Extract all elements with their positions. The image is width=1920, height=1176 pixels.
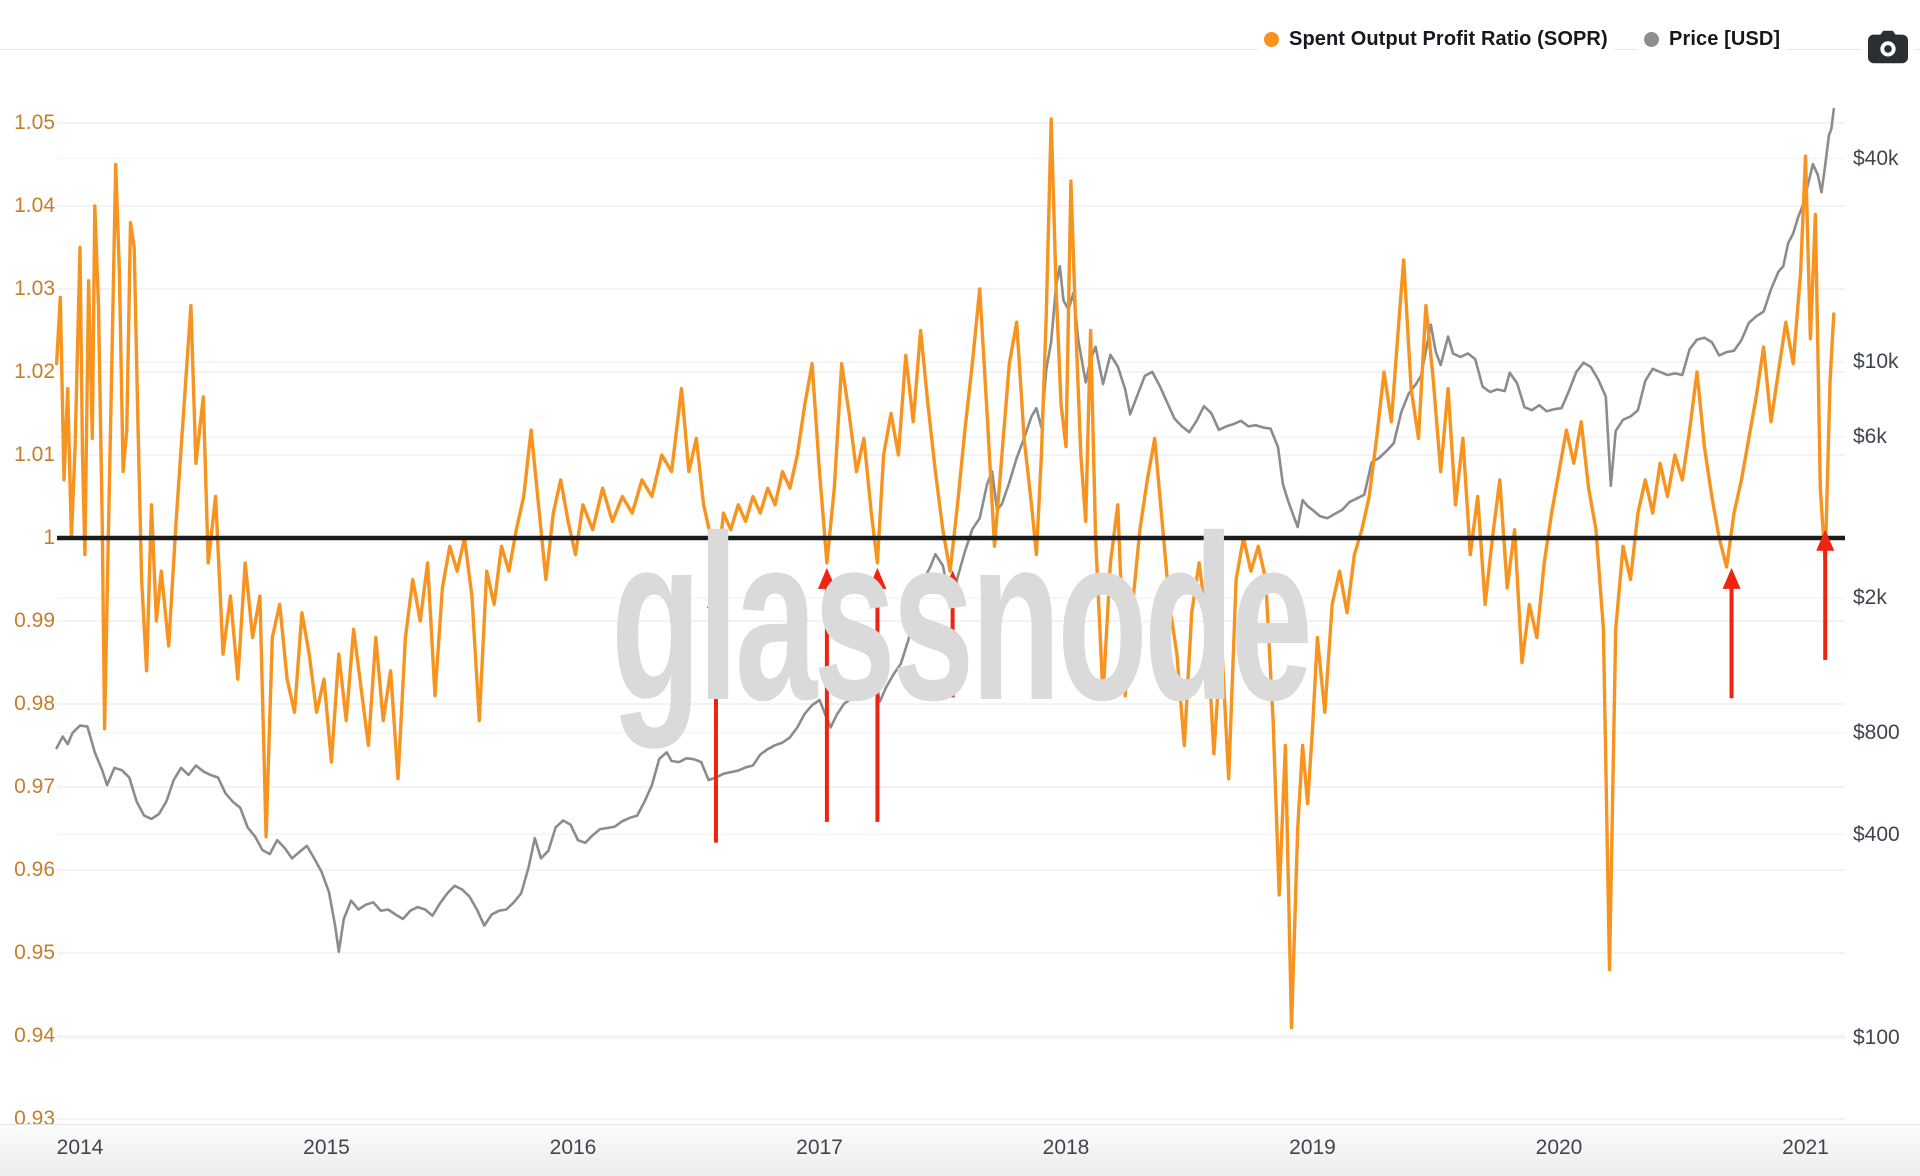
left-axis-tick-label: 1.04	[14, 194, 55, 217]
annotation-arrow	[1722, 567, 1741, 699]
left-axis-tick-label: 1.01	[14, 443, 55, 466]
right-axis-tick-label: $40k	[1853, 146, 1899, 170]
camera-icon	[1868, 30, 1908, 64]
right-axis-tick-label: $400	[1853, 822, 1900, 846]
left-axis-tick-label: 1	[43, 526, 55, 549]
x-axis-band	[0, 1124, 1920, 1176]
x-axis-tick-label: 2018	[1042, 1136, 1090, 1159]
x-axis-tick-label: 2020	[1535, 1136, 1583, 1159]
left-axis-tick-label: 0.98	[14, 692, 55, 715]
x-axis-tick-label: 2019	[1289, 1136, 1336, 1159]
right-axis-tick-label: $800	[1853, 720, 1900, 744]
price-legend-dot-icon	[1644, 31, 1659, 47]
annotation-arrow	[706, 587, 725, 843]
left-axis-tick-label: 0.96	[14, 858, 55, 881]
x-axis-tick-label: 2017	[796, 1136, 843, 1159]
left-axis-tick-label: 0.95	[14, 941, 55, 964]
annotation-arrow	[868, 567, 887, 822]
left-axis-tick-label: 0.94	[14, 1024, 55, 1047]
x-axis-tick-label: 2014	[56, 1136, 104, 1159]
x-axis-tick-label: 2016	[549, 1136, 597, 1159]
left-axis-tick-label: 0.99	[14, 609, 55, 632]
annotation-arrow	[943, 570, 962, 698]
left-axis-tick-label: 0.97	[14, 775, 55, 798]
x-axis-tick-label: 2015	[303, 1136, 350, 1159]
legend-item-sopr[interactable]: Spent Output Profit Ratio (SOPR)	[1258, 24, 1614, 54]
left-axis-tick-label: 1.03	[14, 277, 55, 300]
x-axis-line	[0, 1124, 1920, 1125]
camera-button[interactable]	[1862, 26, 1914, 68]
header-divider	[0, 49, 1920, 50]
sopr-legend-dot-icon	[1264, 31, 1279, 47]
left-axis-tick-label: 1.02	[14, 360, 55, 383]
right-axis-tick-label: $2k	[1853, 586, 1887, 610]
sopr-line	[54, 117, 1836, 1030]
left-axis-tick-label: 1.05	[14, 111, 55, 134]
annotation-arrow	[1816, 529, 1835, 660]
sopr-legend-label: Spent Output Profit Ratio (SOPR)	[1289, 27, 1608, 50]
right-axis-tick-label: $10k	[1853, 350, 1899, 373]
annotation-arrow	[817, 567, 836, 822]
watermark: glassnode	[610, 486, 1313, 749]
price-legend-label: Price [USD]	[1669, 27, 1781, 50]
right-axis-tick-label: $6k	[1853, 424, 1887, 448]
right-axis-tick-label: $100	[1853, 1026, 1900, 1049]
x-axis-tick-label: 2021	[1782, 1136, 1829, 1159]
legend-item-price[interactable]: Price [USD]	[1638, 24, 1787, 54]
